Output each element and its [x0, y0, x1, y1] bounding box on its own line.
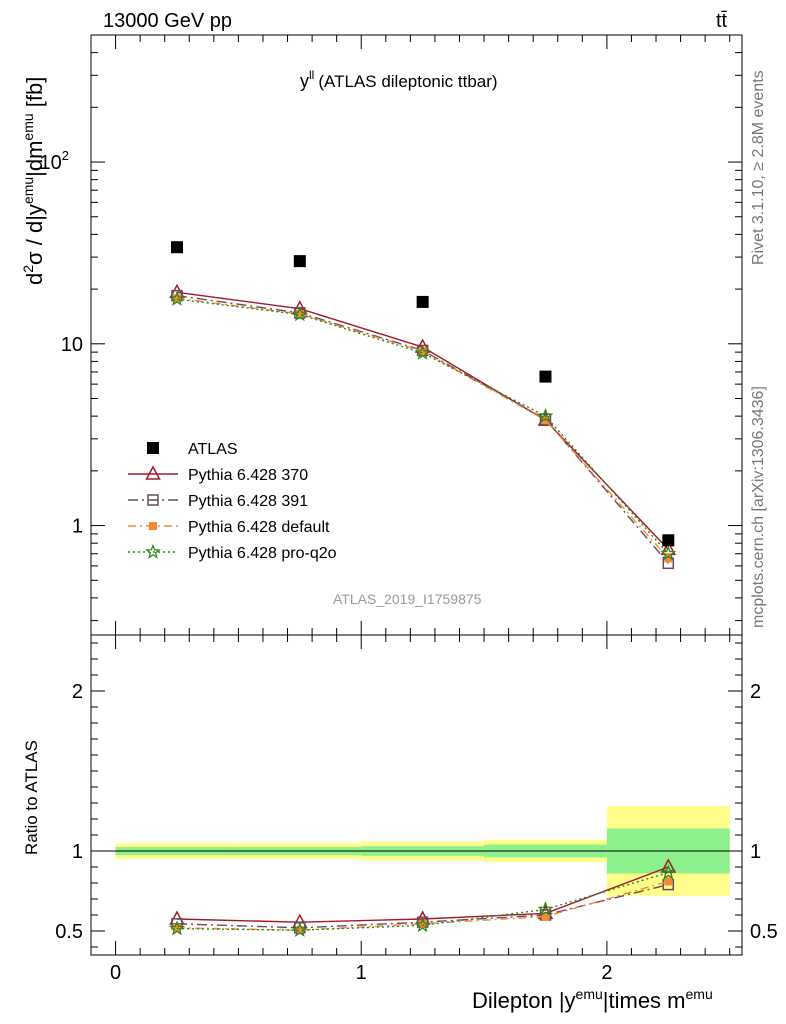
- ratio-point-pq2o: [169, 920, 185, 936]
- x-tick-label: 2: [601, 962, 612, 984]
- main-point-data: [170, 241, 183, 254]
- process-label: tt̄: [716, 10, 728, 32]
- main-point-pdefault: [541, 416, 550, 425]
- ratio-point-pdefault: [172, 923, 181, 932]
- ratio-y-tick-label-right: 2: [750, 681, 761, 703]
- ratio-point-pq2o: [414, 917, 431, 933]
- x-axis-ticks: 0 1 2: [90, 35, 731, 984]
- ratio-point-p370: [660, 858, 677, 873]
- legend-label-pdefault: Pythia 6.428 default: [188, 519, 330, 536]
- main-point-data: [416, 295, 429, 308]
- main-y-tick-label: 10: [61, 334, 83, 356]
- ratio-point-pq2o: [291, 921, 308, 937]
- main-point-p370: [660, 540, 677, 556]
- main-point-data: [539, 370, 552, 383]
- ratio-y-tick-label: 1: [72, 841, 83, 863]
- legend-marker-pdefault: [149, 522, 157, 530]
- main-point-data: [662, 534, 675, 547]
- legend-marker-data: [147, 442, 159, 454]
- x-axis-title: Dilepton |yemu|times memu: [472, 986, 713, 1013]
- ratio-point-pdefault: [418, 919, 427, 928]
- legend-label-pq2o: Pythia 6.428 pro-q2o: [188, 545, 337, 562]
- ratio-point-pq2o: [660, 864, 677, 880]
- legend-label-p391: Pythia 6.428 391: [188, 493, 308, 510]
- main-point-pdefault: [295, 309, 304, 318]
- legend-label-data: ATLAS: [188, 441, 238, 458]
- x-tick-label: 1: [356, 962, 367, 984]
- main-line-pq2o: [176, 298, 669, 555]
- legend-marker-pq2o: [145, 543, 161, 559]
- collision-label: 13000 GeV pp: [103, 10, 232, 32]
- main-y-tick-label: 1: [72, 516, 83, 538]
- main-axis-ticks: 1 10 102: [40, 34, 742, 622]
- main-point-pq2o: [414, 344, 431, 360]
- main-point-data: [293, 255, 306, 268]
- ratio-axis-ticks: 0.5 0.5 1 1 2 2: [55, 642, 778, 948]
- ratio-y-axis-title: Ratio to ATLAS: [22, 740, 41, 855]
- ratio-y-tick-label-right: 1: [750, 841, 761, 863]
- main-line-p370: [176, 291, 669, 550]
- ratio-point-pdefault: [664, 877, 673, 886]
- mcplots-source-label: mcplots.cern.ch [arXiv:1306.3436]: [750, 386, 767, 628]
- main-y-axis-title: d2σ / d|yemu|dmemu [fb]: [20, 77, 47, 285]
- ratio-series-group: [169, 858, 677, 937]
- legend-marker-p391: [147, 494, 159, 506]
- legend: ATLAS Pythia 6.428 370 Pythia 6.428 391 Pyt…: [128, 441, 337, 562]
- main-point-pq2o: [291, 306, 308, 322]
- x-tick-label: 0: [110, 962, 121, 984]
- ratio-point-pq2o: [537, 901, 554, 917]
- main-point-pq2o: [660, 545, 677, 561]
- main-line-p391: [176, 294, 669, 564]
- analysis-watermark: ATLAS_2019_I1759875: [333, 591, 482, 607]
- main-point-pdefault: [172, 294, 181, 303]
- main-series-group: [169, 241, 677, 570]
- ratio-point-pdefault: [541, 912, 550, 921]
- plot-title: yll (ATLAS dileptonic ttbar): [300, 68, 498, 91]
- legend-label-p370: Pythia 6.428 370: [188, 467, 308, 484]
- ratio-y-tick-label: 2: [72, 681, 83, 703]
- ratio-plot-frame: [90, 634, 743, 956]
- ratio-line-pq2o: [176, 871, 669, 931]
- ratio-y-tick-label: 0.5: [55, 921, 83, 943]
- ratio-y-tick-label-right: 0.5: [750, 921, 778, 943]
- main-point-pq2o: [537, 407, 554, 423]
- main-point-pq2o: [169, 290, 185, 306]
- main-point-pdefault: [664, 554, 673, 563]
- rivet-version-label: Rivet 3.1.10, ≥ 2.8M events: [750, 70, 767, 265]
- ratio-point-pdefault: [295, 926, 304, 935]
- main-point-pdefault: [418, 347, 427, 356]
- main-y-tick-label: 102: [40, 148, 69, 174]
- legend-marker-p370: [145, 465, 161, 480]
